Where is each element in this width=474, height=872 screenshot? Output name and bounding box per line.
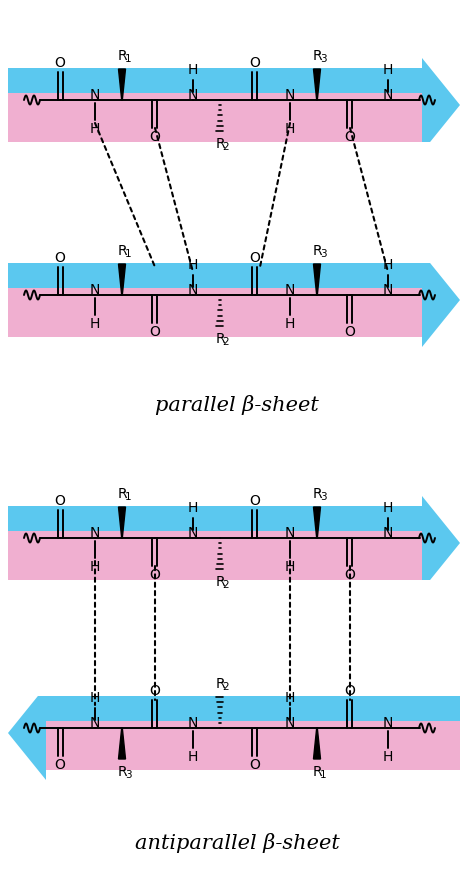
Text: O: O xyxy=(55,56,65,70)
Text: O: O xyxy=(345,568,356,582)
Text: R: R xyxy=(215,575,225,589)
Text: 2: 2 xyxy=(223,682,229,692)
Polygon shape xyxy=(8,58,460,152)
Polygon shape xyxy=(118,728,126,759)
Text: O: O xyxy=(55,251,65,265)
Text: O: O xyxy=(250,251,260,265)
Text: N: N xyxy=(188,526,198,540)
Text: H: H xyxy=(188,63,198,77)
Text: O: O xyxy=(250,758,260,772)
Bar xyxy=(8,580,460,696)
Bar xyxy=(8,531,422,580)
Text: 1: 1 xyxy=(125,249,131,259)
Polygon shape xyxy=(313,728,320,759)
Text: 3: 3 xyxy=(319,54,326,64)
Text: R: R xyxy=(117,49,127,63)
Polygon shape xyxy=(313,507,320,538)
Text: 1: 1 xyxy=(319,770,326,780)
Text: R: R xyxy=(312,49,322,63)
Text: R: R xyxy=(117,487,127,501)
Text: N: N xyxy=(90,526,100,540)
Text: H: H xyxy=(90,691,100,705)
Bar xyxy=(8,288,422,337)
Text: H: H xyxy=(90,122,100,136)
Text: H: H xyxy=(383,501,393,515)
Text: R: R xyxy=(312,487,322,501)
Polygon shape xyxy=(313,69,320,100)
Text: N: N xyxy=(285,88,295,102)
Text: 3: 3 xyxy=(319,492,326,502)
Text: 3: 3 xyxy=(319,249,326,259)
Text: O: O xyxy=(55,494,65,508)
Text: O: O xyxy=(345,130,356,144)
Text: H: H xyxy=(188,258,198,272)
Text: O: O xyxy=(345,684,356,698)
Bar xyxy=(46,721,460,770)
Text: H: H xyxy=(188,501,198,515)
Text: 1: 1 xyxy=(125,54,131,64)
Text: N: N xyxy=(383,716,393,730)
Text: N: N xyxy=(188,283,198,297)
Bar xyxy=(8,93,422,142)
Text: R: R xyxy=(215,332,225,346)
Text: 1: 1 xyxy=(125,492,131,502)
Text: N: N xyxy=(188,88,198,102)
Text: N: N xyxy=(90,88,100,102)
Text: H: H xyxy=(285,560,295,574)
Text: R: R xyxy=(312,244,322,258)
Text: O: O xyxy=(250,494,260,508)
Text: O: O xyxy=(150,568,160,582)
Text: N: N xyxy=(90,716,100,730)
Text: N: N xyxy=(90,283,100,297)
Text: O: O xyxy=(250,56,260,70)
Polygon shape xyxy=(118,264,126,295)
Text: N: N xyxy=(285,283,295,297)
Text: 2: 2 xyxy=(223,580,229,590)
Polygon shape xyxy=(118,69,126,100)
Text: O: O xyxy=(150,130,160,144)
Text: H: H xyxy=(188,750,198,764)
Text: N: N xyxy=(383,526,393,540)
Text: parallel β-sheet: parallel β-sheet xyxy=(155,395,319,415)
Text: N: N xyxy=(285,716,295,730)
Text: R: R xyxy=(117,765,127,779)
Text: O: O xyxy=(55,758,65,772)
Text: O: O xyxy=(150,684,160,698)
Text: N: N xyxy=(383,88,393,102)
Text: H: H xyxy=(90,317,100,331)
Text: 3: 3 xyxy=(125,770,131,780)
Text: H: H xyxy=(383,258,393,272)
Text: H: H xyxy=(285,691,295,705)
Polygon shape xyxy=(313,264,320,295)
Text: N: N xyxy=(188,716,198,730)
Text: R: R xyxy=(215,677,225,691)
Text: H: H xyxy=(383,63,393,77)
Text: O: O xyxy=(345,325,356,339)
Polygon shape xyxy=(8,496,460,590)
Text: H: H xyxy=(285,317,295,331)
Polygon shape xyxy=(8,686,460,780)
Text: R: R xyxy=(312,765,322,779)
Text: N: N xyxy=(383,283,393,297)
Text: R: R xyxy=(117,244,127,258)
Text: 2: 2 xyxy=(223,142,229,152)
Text: N: N xyxy=(285,526,295,540)
Polygon shape xyxy=(118,507,126,538)
Text: R: R xyxy=(215,137,225,151)
Text: H: H xyxy=(90,560,100,574)
Text: H: H xyxy=(383,750,393,764)
Bar xyxy=(8,142,460,263)
Polygon shape xyxy=(8,253,460,347)
Text: 2: 2 xyxy=(223,337,229,347)
Text: antiparallel β-sheet: antiparallel β-sheet xyxy=(135,833,339,853)
Text: O: O xyxy=(150,325,160,339)
Text: H: H xyxy=(285,122,295,136)
